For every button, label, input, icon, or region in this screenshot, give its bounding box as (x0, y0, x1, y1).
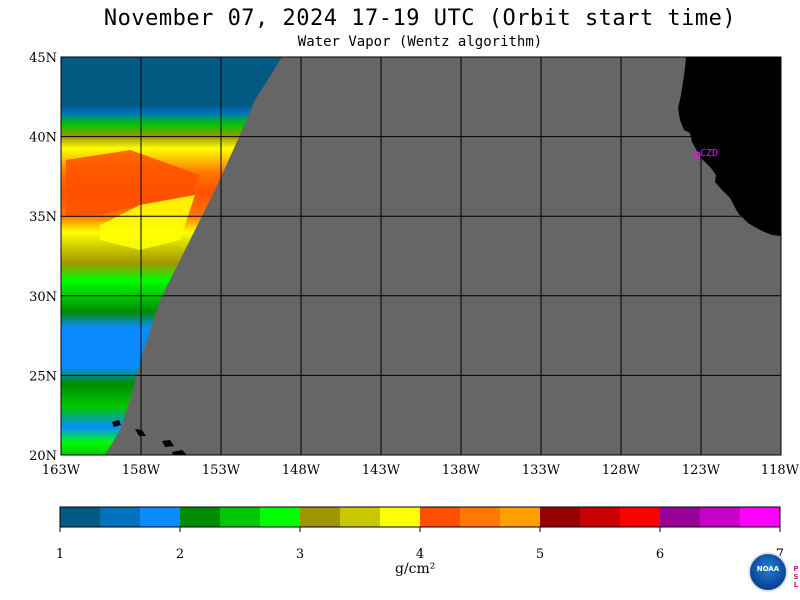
colorbar-swatch (380, 507, 421, 527)
colorbar-units-label: g/cm² (395, 561, 436, 577)
colorbar-swatch (180, 507, 221, 527)
longitude-label: 158W (122, 463, 161, 478)
colorbar-swatch (540, 507, 581, 527)
colorbar (60, 507, 781, 527)
map-subtitle: Water Vapor (Wentz algorithm) (297, 34, 543, 50)
map-title: November 07, 2024 17-19 UTC (Orbit start… (103, 6, 737, 31)
longitude-label: 153W (202, 463, 241, 478)
colorbar-swatch (700, 507, 741, 527)
colorbar-tick-label: 1 (56, 547, 64, 562)
latitude-label: 40N (29, 131, 57, 146)
colorbar-swatch (660, 507, 701, 527)
colorbar-swatch (620, 507, 661, 527)
longitude-label: 133W (522, 463, 561, 478)
colorbar-tick-label: 4 (416, 547, 424, 562)
latitude-label: 25N (29, 369, 57, 384)
colorbar-swatch (460, 507, 501, 527)
water-vapor-swath-moist (100, 195, 195, 250)
colorbar-tick-label: 3 (296, 547, 304, 562)
colorbar-swatch (140, 507, 181, 527)
colorbar-tick-label: 5 (536, 547, 544, 562)
longitude-label: 138W (442, 463, 481, 478)
colorbar-swatch (740, 507, 781, 527)
colorbar-swatch (60, 507, 101, 527)
noaa-logo-text: NOAA (756, 565, 780, 573)
colorbar-swatch (580, 507, 621, 527)
hawaii-island-kauai (112, 420, 121, 427)
colorbar-swatch (300, 507, 341, 527)
hawaii-island-maui (162, 440, 174, 447)
colorbar-swatch (340, 507, 381, 527)
lat-lon-grid (61, 57, 781, 455)
longitude-label: 128W (602, 463, 641, 478)
colorbar-swatch (220, 507, 261, 527)
colorbar-swatch (260, 507, 301, 527)
latitude-label: 45N (29, 51, 57, 66)
colorbar-swatch (420, 507, 461, 527)
colorbar-tick-label: 2 (176, 547, 184, 562)
map-frame (60, 56, 782, 456)
water-vapor-swath-core (66, 150, 200, 215)
north-america-land (678, 57, 781, 236)
longitude-label: 148W (282, 463, 321, 478)
colorbar-tick-label: 6 (656, 547, 664, 562)
longitude-label: 143W (362, 463, 401, 478)
colorbar-swatch (500, 507, 541, 527)
latitude-labels: 45N 40N 35N 30N 25N 20N (29, 51, 57, 464)
longitude-labels: 163W 158W 153W 148W 143W 138W 133W 128W 123W 118W (42, 463, 800, 478)
latitude-label: 30N (29, 290, 57, 305)
noaa-logo: NOAA (748, 552, 788, 592)
colorbar-tick-label: 7 (776, 547, 784, 562)
latitude-label: 35N (29, 210, 57, 225)
station-marker (693, 151, 701, 159)
longitude-label: 123W (682, 463, 721, 478)
colorbar-tick-labels: 1 2 3 4 5 6 7 (56, 527, 784, 562)
latitude-label: 20N (29, 449, 57, 464)
longitude-label: 163W (42, 463, 81, 478)
hawaii-island-big (172, 450, 187, 455)
longitude-label: 118W (761, 463, 800, 478)
station-label: CZD (700, 148, 718, 159)
colorbar-swatch (100, 507, 141, 527)
